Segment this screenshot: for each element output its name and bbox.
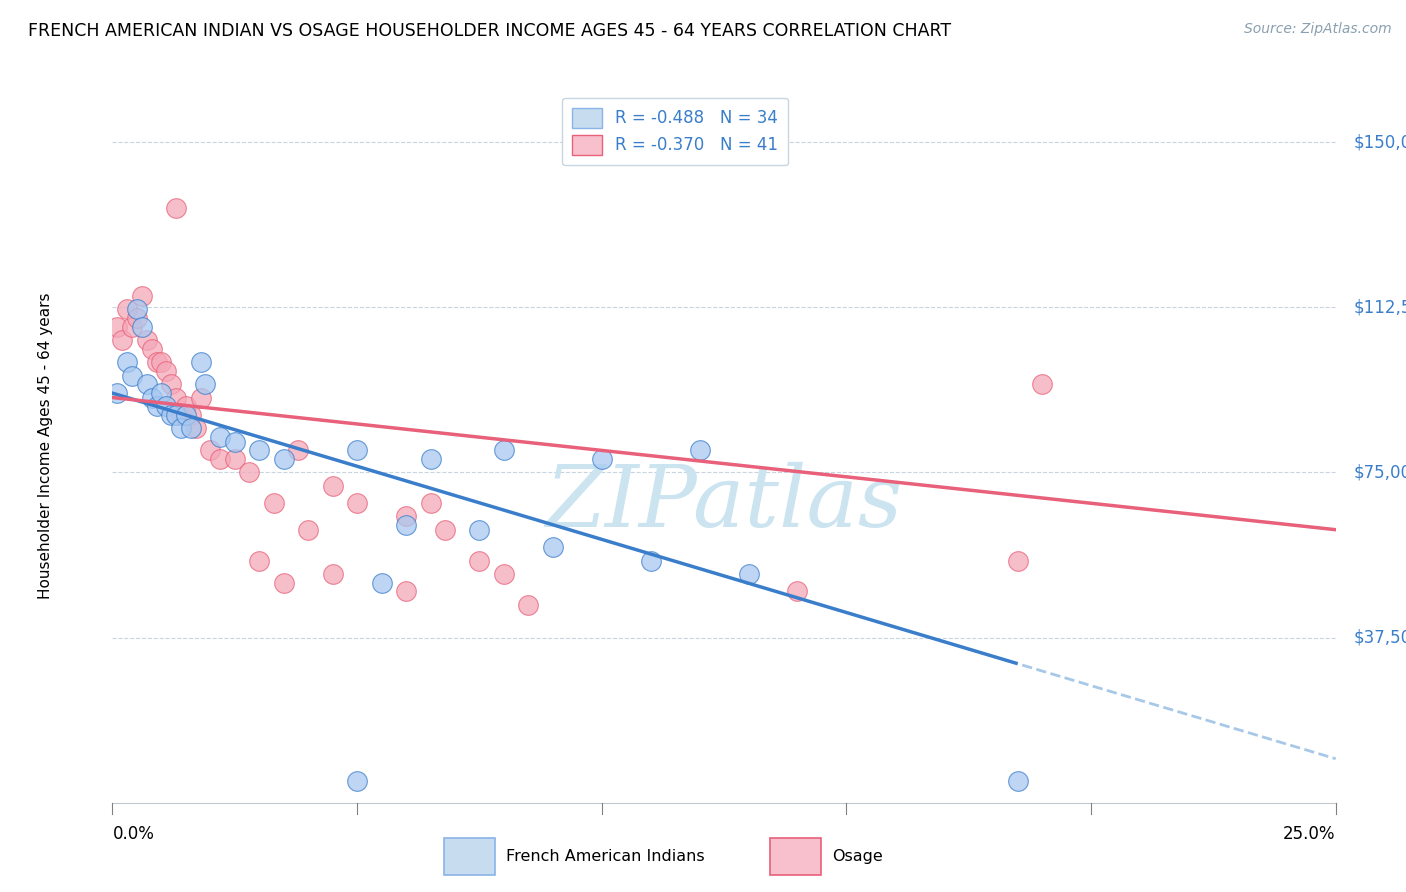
Point <box>105 386 128 401</box>
Point <box>131 289 153 303</box>
Point <box>165 408 187 422</box>
Point <box>468 553 491 567</box>
Text: 0.0%: 0.0% <box>112 825 155 843</box>
Point <box>238 466 260 480</box>
Point <box>190 355 212 369</box>
Point <box>1031 377 1053 392</box>
Point <box>492 566 515 581</box>
Point <box>737 566 759 581</box>
Point <box>786 584 808 599</box>
Point <box>135 333 157 347</box>
Point <box>170 421 193 435</box>
Point <box>170 408 193 422</box>
Point <box>145 400 167 414</box>
Point <box>419 452 441 467</box>
Point <box>468 523 491 537</box>
Text: 25.0%: 25.0% <box>1284 825 1336 843</box>
Point <box>395 518 418 533</box>
Point <box>125 302 148 317</box>
Text: $75,000: $75,000 <box>1354 464 1406 482</box>
Point <box>115 302 138 317</box>
Text: French American Indians: French American Indians <box>506 849 704 863</box>
Point <box>184 421 207 435</box>
Point <box>141 342 163 356</box>
Point <box>297 523 319 537</box>
Point <box>322 478 344 492</box>
Point <box>105 320 128 334</box>
Point <box>247 443 270 458</box>
Point <box>174 408 197 422</box>
Point <box>155 364 177 378</box>
FancyBboxPatch shape <box>770 838 821 875</box>
Point <box>370 575 392 590</box>
Text: Source: ZipAtlas.com: Source: ZipAtlas.com <box>1244 22 1392 37</box>
Text: ZIPatlas: ZIPatlas <box>546 462 903 544</box>
Point <box>273 575 295 590</box>
Point <box>150 355 173 369</box>
Point <box>121 320 143 334</box>
Point <box>1007 553 1029 567</box>
Point <box>395 509 418 524</box>
Point <box>263 496 285 510</box>
Point <box>121 368 143 383</box>
Text: $150,000: $150,000 <box>1354 133 1406 151</box>
Point <box>131 320 153 334</box>
Text: $112,500: $112,500 <box>1354 298 1406 317</box>
Point <box>346 773 368 788</box>
Point <box>160 408 183 422</box>
Point <box>419 496 441 510</box>
Point <box>640 553 662 567</box>
Point <box>174 400 197 414</box>
FancyBboxPatch shape <box>444 838 495 875</box>
Point <box>190 391 212 405</box>
Point <box>517 598 540 612</box>
Text: Householder Income Ages 45 - 64 years: Householder Income Ages 45 - 64 years <box>38 293 52 599</box>
Point <box>492 443 515 458</box>
Point <box>1007 773 1029 788</box>
Point <box>145 355 167 369</box>
Point <box>125 311 148 326</box>
Text: Osage: Osage <box>832 849 883 863</box>
Point <box>591 452 613 467</box>
Point <box>111 333 134 347</box>
Point <box>541 541 564 555</box>
Point <box>689 443 711 458</box>
Point <box>247 553 270 567</box>
Point <box>180 408 202 422</box>
Point <box>273 452 295 467</box>
Point <box>194 377 217 392</box>
Point <box>395 584 418 599</box>
Point <box>135 377 157 392</box>
Point <box>141 391 163 405</box>
Point <box>434 523 457 537</box>
Point <box>115 355 138 369</box>
Point <box>346 496 368 510</box>
Point <box>209 430 232 444</box>
Point <box>200 443 222 458</box>
Point <box>346 443 368 458</box>
Text: $37,500: $37,500 <box>1354 629 1406 647</box>
Point <box>180 421 202 435</box>
Point <box>224 434 246 449</box>
Point <box>155 400 177 414</box>
Point <box>160 377 183 392</box>
Text: FRENCH AMERICAN INDIAN VS OSAGE HOUSEHOLDER INCOME AGES 45 - 64 YEARS CORRELATIO: FRENCH AMERICAN INDIAN VS OSAGE HOUSEHOL… <box>28 22 952 40</box>
Point <box>287 443 309 458</box>
Point <box>165 201 187 215</box>
Point <box>322 566 344 581</box>
Legend: R = -0.488   N = 34, R = -0.370   N = 41: R = -0.488 N = 34, R = -0.370 N = 41 <box>562 97 789 165</box>
Point <box>209 452 232 467</box>
Point <box>224 452 246 467</box>
Point <box>165 391 187 405</box>
Point <box>150 386 173 401</box>
